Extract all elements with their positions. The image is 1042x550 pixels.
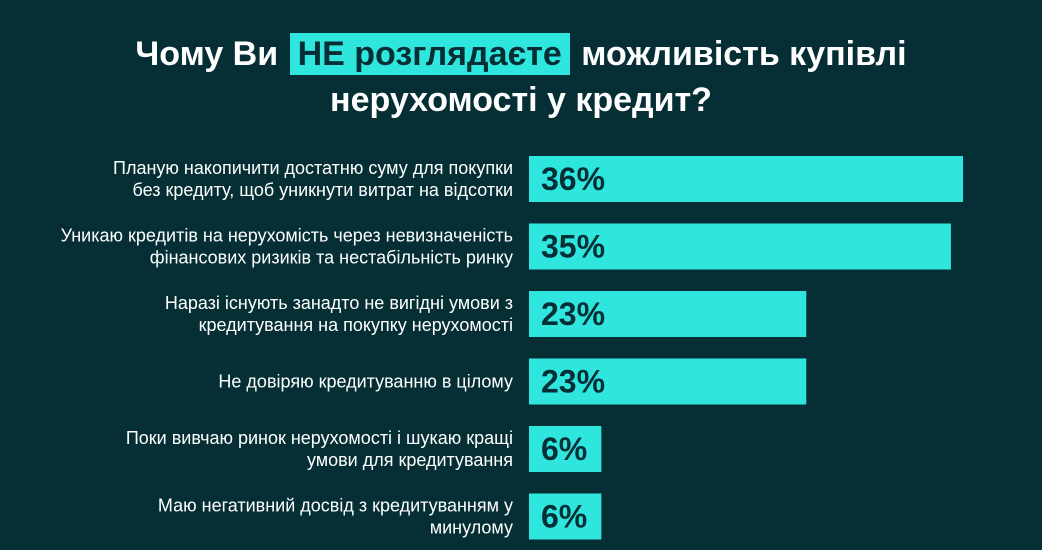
category-label-1-line-1: Планую накопичити достатню суму для поку… <box>113 158 513 178</box>
bar-value-label-4: 23% <box>541 364 605 400</box>
bar-value-label-3: 23% <box>541 296 605 332</box>
category-label-5-line-2: умови для кредитування <box>307 450 513 470</box>
category-label-6-line-2: минулому <box>430 518 513 538</box>
category-label-2-line-1: Уникаю кредитів на нерухомість через нев… <box>61 226 513 246</box>
bar-5 <box>529 426 602 472</box>
title-after: можливість купівлі <box>581 35 907 73</box>
category-label-4-line-1: Не довіряю кредитуванню в цілому <box>218 372 513 392</box>
category-label-1-line-2: без кредиту, щоб уникнути витрат на відс… <box>133 180 513 200</box>
bar-2 <box>529 223 951 270</box>
title-before: Чому Ви <box>135 35 279 73</box>
bar-4 <box>529 358 807 405</box>
category-label-2-line-2: фінансових ризиків та нестабільність рин… <box>150 248 513 268</box>
category-label-3-line-1: Наразі існують занадто не вигідні умови … <box>165 293 513 313</box>
title-highlight: НЕ розглядаєте <box>289 33 570 75</box>
bar-value-label-5: 6% <box>541 431 587 467</box>
bar-value-label-2: 35% <box>541 229 605 265</box>
bar-1 <box>529 156 963 202</box>
bar-3 <box>529 291 807 337</box>
category-label-6-line-1: Маю негативний досвід з кредитуванням у <box>158 496 513 516</box>
bar-value-label-6: 6% <box>541 499 587 535</box>
chart-title-line1: Чому Ви НЕ розглядаєте можливість купівл… <box>0 32 1042 76</box>
bar-value-label-1: 36% <box>541 161 605 197</box>
chart-title-line2: нерухомості у кредит? <box>330 81 712 119</box>
category-label-3-line-2: кредитування на покупку нерухомості <box>199 315 513 335</box>
bar-6 <box>529 493 602 540</box>
category-label-5-line-1: Поки вивчаю ринок нерухомості і шукаю кр… <box>126 428 513 448</box>
